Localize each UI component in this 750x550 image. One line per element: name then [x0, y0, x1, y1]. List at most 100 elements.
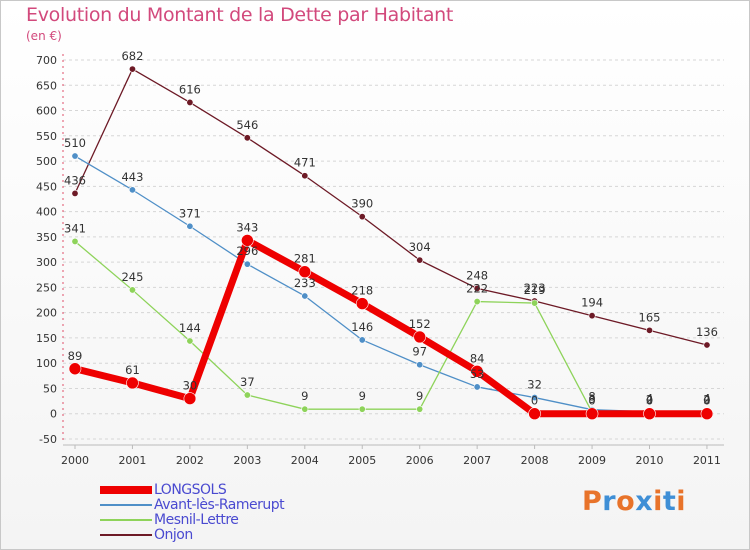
- data-label: 510: [64, 136, 86, 150]
- data-label: 89: [68, 349, 83, 363]
- y-tick-label: 500: [36, 155, 57, 168]
- y-tick-label: 350: [36, 231, 57, 244]
- x-tick-label: 2001: [118, 454, 146, 467]
- data-label: 144: [179, 321, 201, 335]
- data-point: [358, 213, 366, 221]
- y-tick-label: 650: [36, 79, 57, 92]
- data-label: 9: [359, 389, 366, 403]
- x-tick-label: 2006: [406, 454, 434, 467]
- x-tick-label: 2008: [521, 454, 549, 467]
- data-label: 281: [294, 252, 316, 266]
- data-label: 682: [121, 49, 143, 63]
- data-label: 616: [179, 82, 201, 96]
- x-tick-label: 2003: [233, 454, 261, 467]
- data-point: [473, 383, 481, 391]
- data-point: [298, 265, 312, 279]
- data-label: 84: [470, 351, 485, 365]
- data-point: [243, 391, 251, 399]
- data-point: [128, 186, 136, 194]
- data-label: 0: [531, 394, 538, 408]
- data-label: 37: [240, 375, 255, 389]
- y-tick-label: 100: [36, 357, 57, 370]
- data-point: [416, 405, 424, 413]
- data-label: 97: [412, 345, 427, 359]
- chart-subtitle: (en €): [26, 29, 62, 43]
- y-tick-label: 600: [36, 105, 57, 118]
- logo-letter: r: [602, 486, 617, 517]
- data-point: [473, 284, 481, 292]
- x-tick-label: 2002: [176, 454, 204, 467]
- data-label: 0: [703, 394, 710, 408]
- data-point: [470, 364, 484, 378]
- data-point: [301, 405, 309, 413]
- data-label: 222: [466, 282, 488, 296]
- legend-swatch: [100, 486, 152, 494]
- data-point: [473, 298, 481, 306]
- data-label: 9: [301, 389, 308, 403]
- data-point: [186, 222, 194, 230]
- legend-swatch: [100, 504, 152, 506]
- data-label: 53: [470, 367, 485, 381]
- series-line-avant-l-s-ramerupt: [74, 155, 708, 413]
- legend-label: Onjon: [154, 527, 193, 543]
- data-label: 30: [183, 379, 198, 393]
- data-label: 471: [294, 156, 316, 170]
- data-label: 546: [236, 118, 258, 132]
- y-tick-label: 400: [36, 206, 57, 219]
- y-tick-label: -50: [39, 433, 57, 446]
- data-label: 0: [588, 394, 595, 408]
- data-label: 219: [524, 283, 546, 297]
- data-point: [703, 341, 711, 349]
- data-point: [645, 326, 653, 334]
- data-label: 4: [646, 392, 653, 406]
- data-point: [643, 407, 656, 421]
- data-label: 194: [581, 296, 603, 310]
- data-point: [355, 297, 369, 310]
- proxiti-logo: Proxiti: [582, 486, 686, 517]
- data-label: 341: [64, 221, 86, 235]
- data-label: 9: [416, 389, 423, 403]
- data-point: [128, 286, 136, 294]
- data-point: [71, 189, 79, 197]
- y-tick-label: 550: [36, 130, 57, 143]
- x-tick-label: 2004: [291, 454, 319, 467]
- x-tick-label: 2007: [463, 454, 491, 467]
- data-point: [186, 98, 194, 106]
- y-tick-label: 300: [36, 256, 57, 269]
- data-label: 443: [121, 170, 143, 184]
- data-label: 371: [179, 206, 201, 220]
- y-tick-label: 150: [36, 332, 57, 345]
- logo-letter: t: [662, 486, 677, 517]
- x-tick-label: 2005: [348, 454, 376, 467]
- y-tick-label: 0: [50, 408, 57, 421]
- data-label: 248: [466, 268, 488, 282]
- legend-label: LONGSOLS: [154, 482, 227, 498]
- data-label: 2: [703, 393, 710, 407]
- data-label: 152: [409, 317, 431, 331]
- logo-letter: i: [653, 486, 663, 517]
- data-point: [126, 376, 139, 390]
- data-point: [416, 361, 424, 369]
- data-point: [531, 299, 539, 307]
- series-line-mesnil-lettre: [74, 240, 708, 414]
- data-label: 32: [527, 378, 542, 392]
- data-point: [301, 292, 309, 300]
- logo-letter: o: [616, 486, 636, 517]
- data-point: [416, 256, 424, 264]
- x-tick-label: 2010: [636, 454, 664, 467]
- data-point: [528, 407, 541, 421]
- data-point: [183, 392, 197, 405]
- legend-label: Avant-lès-Ramerupt: [154, 497, 285, 513]
- data-label: 436: [64, 173, 86, 187]
- data-point: [301, 172, 309, 180]
- data-point: [71, 152, 79, 160]
- data-label: 165: [639, 310, 661, 324]
- data-point: [531, 394, 539, 402]
- data-label: 61: [125, 363, 140, 377]
- x-tick-label: 2011: [693, 454, 721, 467]
- series-line-longsols: [71, 236, 711, 418]
- data-label: 296: [236, 244, 258, 258]
- data-label: 136: [696, 325, 718, 339]
